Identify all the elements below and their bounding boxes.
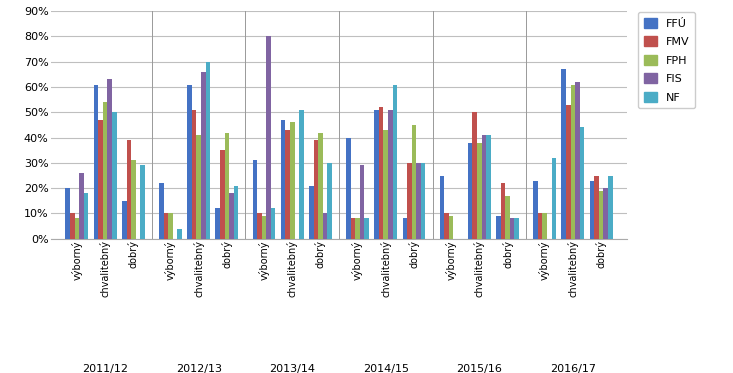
Bar bbox=[271, 209, 276, 239]
Bar bbox=[234, 186, 238, 239]
Bar bbox=[266, 37, 271, 239]
Bar bbox=[388, 110, 393, 239]
Bar bbox=[510, 219, 515, 239]
Bar bbox=[589, 181, 594, 239]
Bar bbox=[542, 213, 547, 239]
Text: 2013/14: 2013/14 bbox=[269, 364, 315, 373]
Bar bbox=[98, 120, 103, 239]
Bar bbox=[314, 140, 318, 239]
Bar bbox=[318, 132, 323, 239]
Bar bbox=[299, 110, 303, 239]
Bar bbox=[505, 196, 510, 239]
Bar bbox=[608, 176, 613, 239]
Bar bbox=[108, 79, 112, 239]
Bar bbox=[281, 120, 285, 239]
Bar bbox=[533, 181, 538, 239]
Bar bbox=[561, 69, 566, 239]
Bar bbox=[224, 132, 229, 239]
Bar bbox=[122, 201, 127, 239]
Bar bbox=[364, 219, 369, 239]
Bar bbox=[201, 72, 205, 239]
Bar bbox=[440, 176, 444, 239]
Bar bbox=[375, 110, 379, 239]
Bar bbox=[599, 191, 603, 239]
Bar bbox=[65, 188, 70, 239]
Bar bbox=[253, 160, 257, 239]
Bar bbox=[383, 130, 388, 239]
Bar bbox=[112, 112, 117, 239]
Bar bbox=[468, 142, 473, 239]
Text: 2011/12: 2011/12 bbox=[82, 364, 128, 373]
Bar bbox=[168, 213, 173, 239]
Bar bbox=[575, 82, 580, 239]
Bar bbox=[551, 158, 556, 239]
Legend: FFÚ, FMV, FPH, FIS, NF: FFÚ, FMV, FPH, FIS, NF bbox=[638, 12, 695, 108]
Bar bbox=[407, 163, 412, 239]
Text: 2012/13: 2012/13 bbox=[176, 364, 221, 373]
Bar bbox=[177, 229, 182, 239]
Bar bbox=[75, 219, 79, 239]
Bar bbox=[444, 213, 449, 239]
Bar bbox=[229, 193, 234, 239]
Bar bbox=[94, 85, 98, 239]
Bar bbox=[350, 219, 356, 239]
Bar bbox=[196, 135, 201, 239]
Bar bbox=[159, 183, 163, 239]
Bar bbox=[412, 125, 416, 239]
Bar bbox=[486, 135, 491, 239]
Bar bbox=[131, 160, 136, 239]
Bar bbox=[360, 165, 364, 239]
Bar bbox=[473, 112, 477, 239]
Bar bbox=[187, 85, 192, 239]
Bar bbox=[346, 138, 350, 239]
Bar bbox=[580, 128, 584, 239]
Bar bbox=[140, 165, 145, 239]
Bar bbox=[103, 102, 108, 239]
Bar bbox=[205, 62, 210, 239]
Bar bbox=[538, 213, 542, 239]
Bar bbox=[501, 183, 505, 239]
Bar bbox=[290, 122, 295, 239]
Bar bbox=[262, 216, 266, 239]
Bar bbox=[449, 216, 454, 239]
Bar bbox=[515, 219, 519, 239]
Text: 2016/17: 2016/17 bbox=[550, 364, 596, 373]
Bar bbox=[594, 176, 599, 239]
Bar bbox=[379, 107, 383, 239]
Bar bbox=[84, 193, 89, 239]
Bar bbox=[257, 213, 262, 239]
Bar bbox=[163, 213, 168, 239]
Bar bbox=[127, 140, 131, 239]
Text: 2014/15: 2014/15 bbox=[363, 364, 409, 373]
Bar bbox=[482, 135, 486, 239]
Bar bbox=[570, 85, 575, 239]
Bar bbox=[603, 188, 608, 239]
Bar bbox=[477, 142, 482, 239]
Bar bbox=[309, 186, 314, 239]
Bar bbox=[220, 150, 224, 239]
Bar bbox=[356, 219, 360, 239]
Text: 2015/16: 2015/16 bbox=[457, 364, 502, 373]
Bar bbox=[285, 130, 290, 239]
Bar bbox=[416, 163, 421, 239]
Bar bbox=[192, 110, 196, 239]
Bar bbox=[496, 216, 501, 239]
Bar bbox=[323, 213, 328, 239]
Bar bbox=[70, 213, 75, 239]
Bar bbox=[393, 85, 397, 239]
Bar bbox=[402, 219, 407, 239]
Bar bbox=[216, 209, 220, 239]
Bar bbox=[566, 105, 570, 239]
Bar bbox=[328, 163, 332, 239]
Bar bbox=[421, 163, 425, 239]
Bar bbox=[79, 173, 84, 239]
